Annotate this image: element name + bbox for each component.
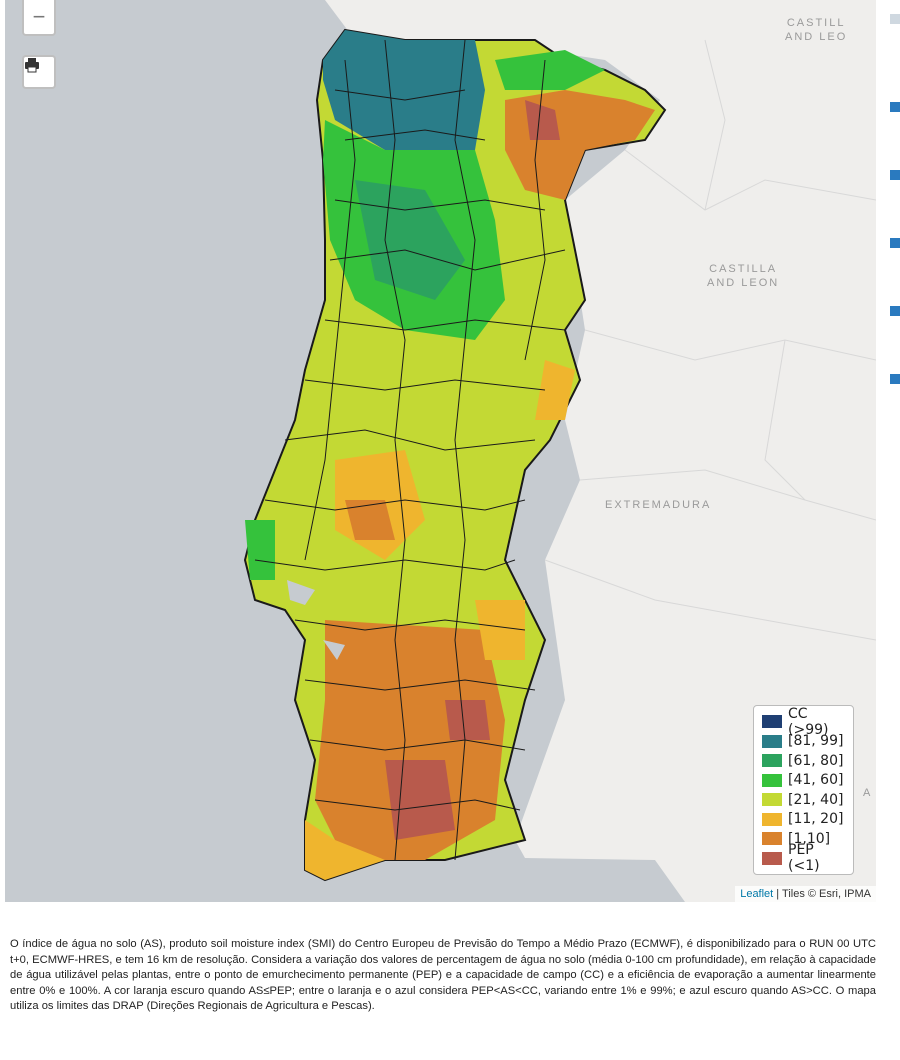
side-marker <box>890 306 900 316</box>
side-marker <box>890 14 900 24</box>
legend-swatch <box>762 812 782 826</box>
region-label-castilla-north: CASTILL AND LEO <box>785 17 848 43</box>
legend-item: [41, 60] <box>762 771 845 791</box>
legend-label: [11, 20] <box>788 811 844 828</box>
legend-label: [81, 99] <box>788 733 844 750</box>
legend-item: PEP (<1) <box>762 842 845 874</box>
spain-borders <box>544 39 876 641</box>
legend-item: [11, 20] <box>762 810 845 830</box>
legend-label: CC (>99) <box>788 705 829 738</box>
zoom-out-button[interactable]: − <box>22 0 56 36</box>
side-marker <box>890 374 900 384</box>
spain-landmass <box>325 0 876 902</box>
print-button[interactable] <box>22 55 56 89</box>
leaflet-link[interactable]: Leaflet <box>740 888 774 900</box>
legend-item: [81, 99] <box>762 732 845 752</box>
legend-label: [1,10] <box>788 830 831 847</box>
legend-swatch <box>762 754 782 768</box>
legend-item: CC (>99) <box>762 706 845 738</box>
side-marker <box>890 102 900 112</box>
legend-label: PEP (<1) <box>788 842 820 875</box>
tagus-estuary <box>287 580 315 605</box>
map-attribution: Leaflet | Tiles © Esri, IPMA <box>735 886 876 902</box>
legend-swatch <box>762 715 782 729</box>
legend-label: [61, 80] <box>788 752 844 769</box>
legend-swatch <box>762 773 782 787</box>
legend-swatch <box>762 734 782 748</box>
legend-label: [21, 40] <box>788 791 844 808</box>
legend-swatch <box>762 832 782 846</box>
map-description: O índice de água no solo (AS), produto s… <box>10 938 876 1013</box>
map-view[interactable]: CASTILL AND LEO CASTILLA AND LEON EXTREMAD… <box>5 0 876 902</box>
legend-label: [41, 60] <box>788 772 844 789</box>
region-label-extremadura: EXTREMADURA <box>605 499 712 511</box>
legend-item: [61, 80] <box>762 751 845 771</box>
portugal-territory <box>243 28 667 882</box>
sado-estuary <box>323 640 345 660</box>
attribution-text: | Tiles © Esri, IPMA <box>773 888 871 900</box>
legend-swatch <box>762 851 782 865</box>
region-label-partial: A <box>863 787 873 799</box>
map-legend: CC (>99) [81, 99] [61, 80] [41, 60] [21,… <box>753 705 854 875</box>
side-marker <box>890 170 900 180</box>
region-label-castilla: CASTILLA AND LEON <box>707 263 780 289</box>
map-canvas <box>5 0 876 902</box>
legend-item: [1,10] <box>762 829 845 849</box>
side-marker <box>890 238 900 248</box>
municipality-boundaries <box>254 39 566 861</box>
legend-swatch <box>762 793 782 807</box>
legend-item: [21, 40] <box>762 790 845 810</box>
printer-icon <box>25 58 39 73</box>
